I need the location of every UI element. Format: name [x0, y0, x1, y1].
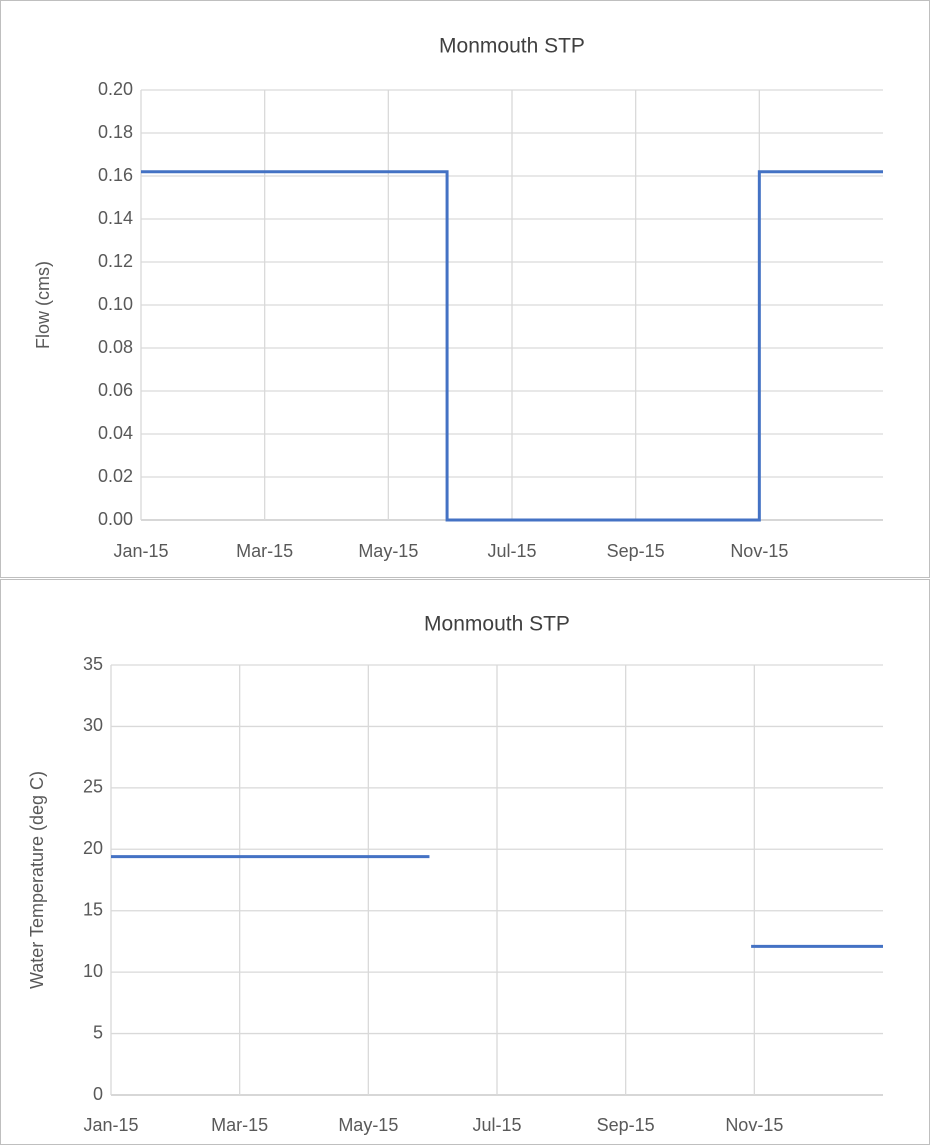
y-tick-label: 0.20: [98, 79, 133, 99]
chart-title: Monmouth STP: [424, 613, 570, 636]
x-tick-label: Nov-15: [725, 1115, 783, 1135]
x-tick-label: Jul-15: [472, 1115, 521, 1135]
x-tick-label: Sep-15: [607, 541, 665, 561]
x-tick-label: Mar-15: [211, 1115, 268, 1135]
y-tick-label: 0.14: [98, 208, 133, 228]
y-tick-label: 35: [83, 654, 103, 674]
y-tick-label: 10: [83, 961, 103, 981]
x-tick-label: May-15: [338, 1115, 398, 1135]
y-tick-label: 5: [93, 1022, 103, 1042]
x-tick-label: Jul-15: [487, 541, 536, 561]
y-tick-label: 0.02: [98, 466, 133, 486]
y-tick-label: 25: [83, 777, 103, 797]
y-tick-label: 30: [83, 715, 103, 735]
x-tick-label: Jan-15: [113, 541, 168, 561]
y-tick-label: 0: [93, 1084, 103, 1104]
y-tick-label: 0.16: [98, 165, 133, 185]
x-tick-label: May-15: [358, 541, 418, 561]
y-tick-label: 0.00: [98, 509, 133, 529]
y-tick-label: 0.04: [98, 423, 133, 443]
chart-title: Monmouth STP: [439, 35, 585, 58]
y-tick-label: 0.12: [98, 251, 133, 271]
panel-border: [0, 0, 930, 578]
y-axis-label: Water Temperature (deg C): [27, 771, 47, 989]
y-tick-label: 0.06: [98, 380, 133, 400]
x-tick-label: Sep-15: [597, 1115, 655, 1135]
x-tick-label: Mar-15: [236, 541, 293, 561]
x-tick-label: Jan-15: [83, 1115, 138, 1135]
x-tick-label: Nov-15: [730, 541, 788, 561]
y-tick-label: 0.10: [98, 294, 133, 314]
data-line: [111, 855, 883, 948]
y-tick-label: 0.18: [98, 122, 133, 142]
y-tick-label: 20: [83, 838, 103, 858]
data-line: [141, 170, 883, 522]
y-tick-label: 15: [83, 899, 103, 919]
y-axis-label: Flow (cms): [33, 261, 53, 349]
panel-border: [0, 579, 930, 1145]
y-tick-label: 0.08: [98, 337, 133, 357]
